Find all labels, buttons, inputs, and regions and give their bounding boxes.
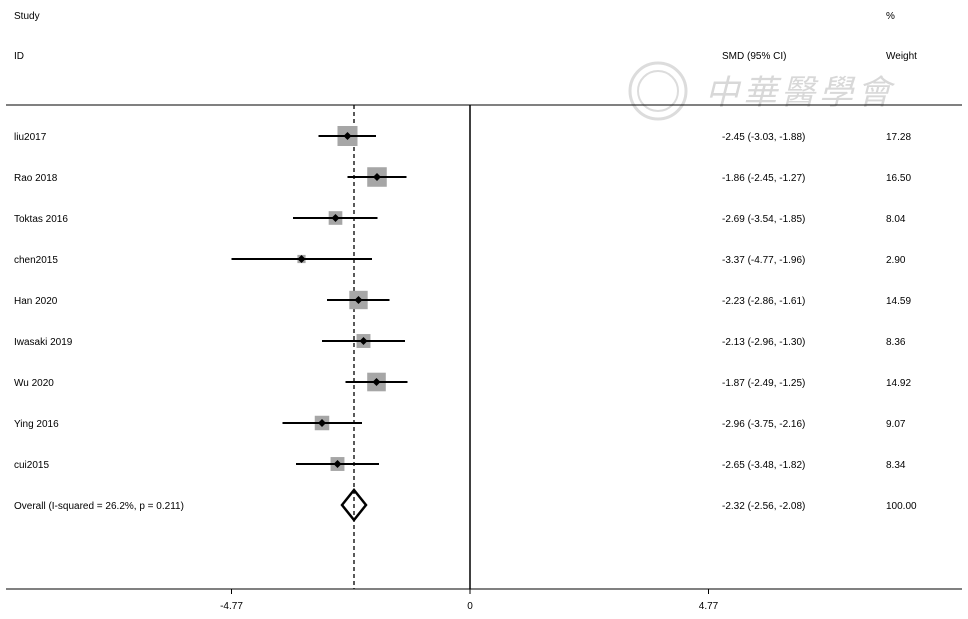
header-study-label: Study — [14, 11, 40, 22]
study-weight-text: 14.59 — [886, 296, 911, 307]
overall-diamond — [340, 487, 368, 523]
study-id-label: Han 2020 — [14, 296, 58, 307]
study-weight-text: 8.34 — [886, 460, 906, 471]
study-ci-text: -2.13 (-2.96, -1.30) — [722, 337, 805, 348]
study-point-estimate — [297, 255, 306, 263]
study-point-estimate — [331, 214, 340, 222]
study-ci-text: -2.96 (-3.75, -2.16) — [722, 419, 805, 430]
study-weight-text: 8.36 — [886, 337, 906, 348]
header-effect-label: SMD (95% CI) — [722, 51, 786, 62]
overall-ci-text: -2.32 (-2.56, -2.08) — [722, 501, 805, 512]
study-weight-text: 8.04 — [886, 214, 906, 225]
study-ci-text: -3.37 (-4.77, -1.96) — [722, 255, 805, 266]
study-point-estimate — [354, 296, 363, 304]
study-ci-text: -1.86 (-2.45, -1.27) — [722, 173, 805, 184]
study-point-estimate — [318, 419, 326, 427]
study-ci-text: -2.69 (-3.54, -1.85) — [722, 214, 805, 225]
header-percent-label: % — [886, 11, 895, 22]
study-ci-text: -2.65 (-3.48, -1.82) — [722, 460, 805, 471]
x-axis-tick-label: 4.77 — [699, 601, 719, 612]
study-id-label: chen2015 — [14, 255, 58, 266]
study-point-estimate — [333, 460, 342, 468]
plot-layer: liu2017 -2.45 (-3.03, -1.88) 17.28 Rao 2018… — [6, 105, 962, 612]
study-weight-text: 17.28 — [886, 132, 911, 143]
watermark-logo: 中華醫學會 — [628, 61, 896, 121]
study-ci-text: -2.45 (-3.03, -1.88) — [722, 132, 805, 143]
study-id-label: liu2017 — [14, 132, 47, 143]
watermark-text: 中華醫學會 — [705, 73, 896, 113]
study-point-estimate — [373, 173, 381, 181]
overall-label: Overall (I-squared = 26.2%, p = 0.211) — [14, 501, 184, 512]
study-id-label: Rao 2018 — [14, 173, 58, 184]
study-id-label: Wu 2020 — [14, 378, 54, 389]
study-ci-text: -2.23 (-2.86, -1.61) — [722, 296, 805, 307]
study-ci-text: -1.87 (-2.49, -1.25) — [722, 378, 805, 389]
study-id-label: Iwasaki 2019 — [14, 337, 73, 348]
overall-weight-text: 100.00 — [886, 501, 917, 512]
study-id-label: Ying 2016 — [14, 419, 59, 430]
study-weight-text: 16.50 — [886, 173, 911, 184]
study-weight-text: 2.90 — [886, 255, 906, 266]
header-weight-label: Weight — [886, 51, 917, 62]
header-id-label: ID — [14, 51, 24, 62]
study-point-estimate — [372, 378, 381, 386]
study-point-estimate — [359, 337, 368, 345]
x-axis-tick-label: -4.77 — [220, 601, 243, 612]
x-axis-tick-label: 0 — [467, 601, 473, 612]
study-id-label: cui2015 — [14, 460, 49, 471]
study-point-estimate — [343, 132, 352, 140]
study-id-label: Toktas 2016 — [14, 214, 68, 225]
study-weight-text: 9.07 — [886, 419, 906, 430]
study-weight-text: 14.92 — [886, 378, 911, 389]
